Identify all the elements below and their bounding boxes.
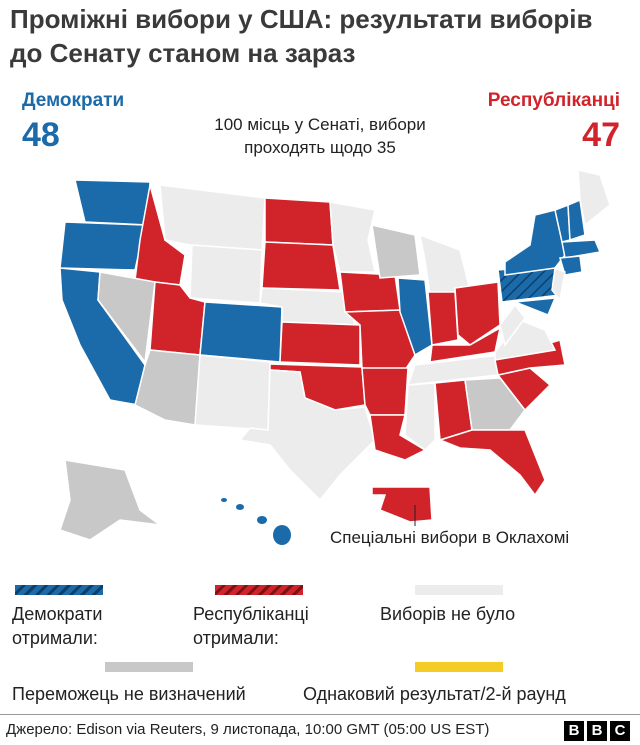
logo-letter: B [564,721,584,741]
legend-swatch [15,585,103,595]
logo-letter: C [610,721,630,741]
dem-count: 48 [22,116,60,154]
legend-swatch [105,662,193,672]
rep-count: 47 [582,116,620,154]
map [59,169,611,545]
legend-label: Республіканці отримали: [193,604,309,648]
legend-swatch [415,585,503,595]
divider [0,714,640,715]
legend-label: Демократи отримали: [12,604,103,648]
title: Проміжні вибори у США: результати виборі… [10,4,593,68]
logo-letter: B [587,721,607,741]
dem-label: Демократи [22,90,125,111]
source: Джерело: Edison via Reuters, 9 листопада… [6,721,490,738]
rep-label: Республіканці [487,90,620,111]
legend-label: Однаковий результат/2-й раунд [303,684,566,704]
legend-swatch [215,585,303,595]
states [59,169,611,545]
annotation: Спеціальні вибори в Оклахомі [330,528,570,547]
legend-label: Виборів не було [380,604,516,624]
legend-swatch [415,662,503,672]
note: 100 місць у Сенаті, вибори проходять щод… [214,115,426,157]
legend-label: Переможець не визначений [12,684,246,704]
